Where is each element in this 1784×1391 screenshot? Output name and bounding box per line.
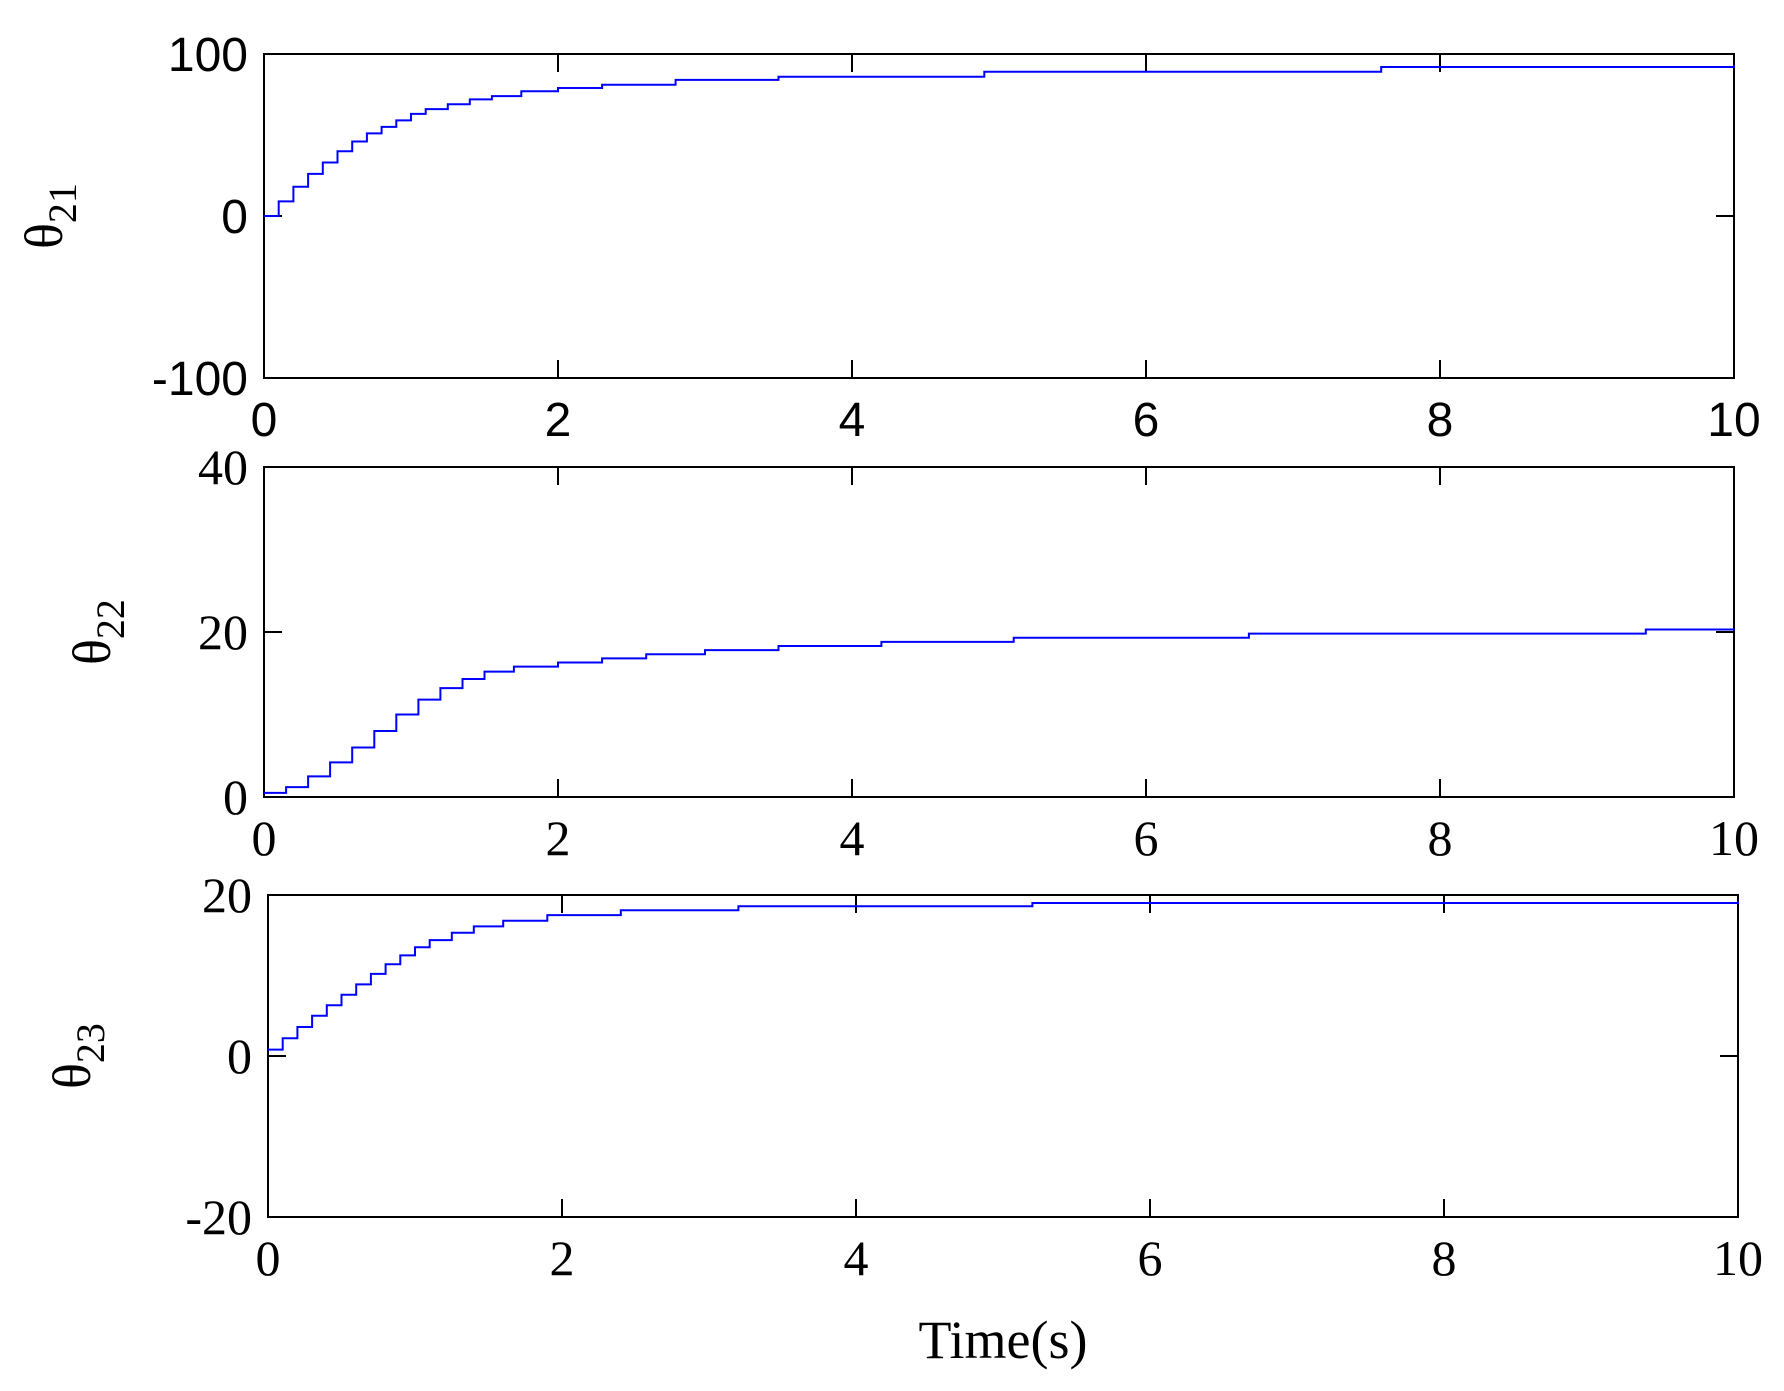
x-tick-label: 10 bbox=[1709, 810, 1759, 866]
x-tick-label: 8 bbox=[1428, 810, 1453, 866]
x-tick-label: 2 bbox=[545, 394, 572, 447]
series-line-1 bbox=[264, 628, 1735, 794]
y-axis-title-symbol: θ bbox=[62, 639, 122, 665]
y-axis-title: θ23 bbox=[42, 1023, 113, 1089]
x-tick-label: 4 bbox=[839, 394, 866, 447]
y-tick-label: 100 bbox=[168, 29, 248, 82]
y-tick-label: 20 bbox=[202, 867, 252, 923]
x-tick-label: 2 bbox=[550, 1230, 575, 1286]
y-tick-label: 40 bbox=[198, 439, 248, 495]
x-tick-label: 8 bbox=[1427, 394, 1454, 447]
series-line-1 bbox=[264, 65, 1735, 217]
x-tick-label: 4 bbox=[840, 810, 865, 866]
y-axis-title: θ22 bbox=[62, 599, 133, 665]
y-axis-title-subscript: 22 bbox=[88, 599, 133, 639]
chart-panel-2: 0 2 4 6 8 10 0 20 40 θ22 bbox=[62, 439, 1759, 866]
y-axis-title: θ21 bbox=[14, 183, 85, 249]
y-tick-label: 0 bbox=[221, 191, 248, 244]
y-tick-label: 20 bbox=[198, 604, 248, 660]
x-tick-label: 2 bbox=[546, 810, 571, 866]
y-axis-title-subscript: 23 bbox=[68, 1023, 113, 1063]
x-tick-label: 0 bbox=[251, 394, 278, 447]
x-tick-label: 8 bbox=[1432, 1230, 1457, 1286]
x-tick-label: 6 bbox=[1134, 810, 1159, 866]
x-axis-title: Time(s) bbox=[918, 1310, 1087, 1370]
x-tick-label: 6 bbox=[1138, 1230, 1163, 1286]
x-tick-label: 0 bbox=[256, 1230, 281, 1286]
y-axis-title-subscript: 21 bbox=[40, 183, 85, 223]
y-axis-title-symbol: θ bbox=[14, 223, 74, 249]
x-tick-label: 4 bbox=[844, 1230, 869, 1286]
x-tick-label: 10 bbox=[1713, 1230, 1763, 1286]
y-axis-title-symbol: θ bbox=[42, 1063, 102, 1089]
y-tick-label: -100 bbox=[152, 353, 248, 406]
y-tick-label: 0 bbox=[223, 769, 248, 825]
y-tick-label: 0 bbox=[227, 1028, 252, 1084]
x-tick-label: 6 bbox=[1133, 394, 1160, 447]
series-line-1 bbox=[268, 901, 1739, 1051]
y-tick-label: -20 bbox=[185, 1189, 252, 1245]
x-tick-label: 10 bbox=[1707, 394, 1760, 447]
x-tick-label: 0 bbox=[252, 810, 277, 866]
